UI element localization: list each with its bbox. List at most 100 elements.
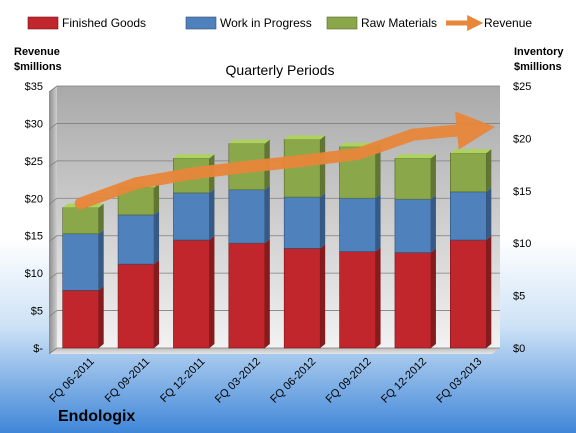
bar-segment-front bbox=[394, 252, 432, 349]
bar-segment bbox=[228, 239, 270, 349]
bar-stack bbox=[173, 154, 215, 349]
bar-segment-top bbox=[173, 154, 215, 159]
bar-stack bbox=[228, 139, 270, 349]
left-tick-label: $25 bbox=[25, 156, 43, 168]
bar-segment-side bbox=[430, 195, 436, 253]
gridline-side bbox=[48, 347, 58, 355]
bar-segment bbox=[62, 229, 104, 291]
bar-segment-front bbox=[173, 192, 210, 241]
left-tick-label: $20 bbox=[25, 193, 43, 205]
bar-segment-side bbox=[154, 210, 160, 265]
bars bbox=[62, 135, 492, 349]
gridline-side bbox=[48, 272, 58, 280]
bar-segment-front bbox=[62, 290, 99, 349]
legend-label: Revenue bbox=[484, 16, 532, 30]
bar-segment bbox=[394, 195, 436, 253]
bar-segment bbox=[62, 286, 104, 349]
bar-segment-side bbox=[320, 135, 326, 198]
bar-segment bbox=[394, 154, 436, 200]
left-tick-label: $15 bbox=[25, 231, 43, 243]
chart-title: Quarterly Periods bbox=[226, 62, 335, 78]
bar-segment-top bbox=[228, 139, 270, 144]
bar-segment-side bbox=[430, 154, 436, 200]
bar-segment-front bbox=[450, 191, 487, 241]
bar-segment-front bbox=[394, 158, 432, 200]
bar-segment bbox=[339, 247, 381, 349]
bar-segment-front bbox=[228, 189, 266, 244]
right-tick-label: $15 bbox=[513, 186, 531, 198]
legend-swatch bbox=[27, 16, 59, 30]
bar-segment-side bbox=[320, 193, 326, 249]
bar-segment-side bbox=[375, 247, 381, 348]
bar-segment bbox=[450, 187, 492, 241]
bar-segment bbox=[173, 188, 215, 241]
plot-floor bbox=[49, 348, 500, 354]
x-tick-label: FQ 03-2013 bbox=[434, 356, 484, 406]
gridline-side bbox=[48, 160, 58, 168]
bar-segment-side bbox=[486, 149, 492, 192]
bar-segment-side bbox=[154, 183, 160, 215]
bar-segment-side bbox=[375, 142, 381, 199]
left-axis-label-line1: Revenue bbox=[14, 46, 60, 58]
bar-segment-front bbox=[394, 198, 432, 253]
bar-stack bbox=[283, 135, 326, 349]
bar-segment bbox=[394, 248, 436, 349]
bar-segment bbox=[228, 185, 270, 244]
legend-item: Revenue bbox=[446, 14, 532, 32]
bar-segment-side bbox=[486, 236, 492, 348]
bar-segment-front bbox=[450, 239, 487, 349]
x-tick-label: FQ 12-2012 bbox=[379, 356, 429, 406]
bar-segment-front bbox=[339, 197, 376, 252]
company-name: Endologix bbox=[58, 408, 135, 425]
legend-item: Work in Progress bbox=[185, 16, 312, 30]
bar-segment bbox=[450, 236, 492, 349]
revenue-series bbox=[74, 111, 496, 210]
bar-segment-front bbox=[450, 152, 487, 193]
bar-segment-top bbox=[450, 149, 492, 154]
bar-segment-front bbox=[117, 263, 155, 349]
x-tick-label: FQ 09-2011 bbox=[103, 356, 152, 405]
right-tick-label: $25 bbox=[513, 81, 531, 93]
bar-segment-top bbox=[394, 154, 436, 159]
bar-segment-side bbox=[98, 286, 104, 348]
left-tick-label: $- bbox=[33, 343, 43, 355]
bar-segment-front bbox=[62, 207, 99, 235]
left-axis-label-line2: $millions bbox=[14, 61, 62, 73]
bar-segment bbox=[450, 149, 492, 193]
legend-item: Raw Materials bbox=[326, 16, 437, 30]
bar-segment bbox=[283, 244, 326, 349]
bar-segment-side bbox=[98, 203, 104, 234]
bar-segment bbox=[339, 194, 381, 252]
x-tick-label: FQ 06-2012 bbox=[268, 356, 318, 406]
right-tick-label: $10 bbox=[513, 238, 531, 250]
left-tick-label: $5 bbox=[31, 306, 43, 318]
bar-segment-front bbox=[339, 251, 376, 349]
plot-side-wall bbox=[49, 86, 57, 354]
right-tick-label: $5 bbox=[513, 291, 525, 303]
bar-segment-side bbox=[209, 236, 215, 348]
revenue-line bbox=[74, 111, 496, 210]
left-tick-label: $35 bbox=[25, 81, 43, 93]
right-axis-label-line1: Inventory bbox=[514, 46, 564, 58]
bar-segment-side bbox=[154, 260, 160, 348]
bar-segment-side bbox=[320, 244, 326, 348]
bar-segment-side bbox=[486, 187, 492, 241]
x-axis-ticks: FQ 06-2011 FQ 09-2011 FQ 12-2011 FQ 03-2012… bbox=[47, 356, 484, 406]
bar-stack bbox=[339, 142, 381, 349]
legend-label: Finished Goods bbox=[62, 16, 146, 30]
bar-segment bbox=[117, 260, 160, 349]
legend-label: Raw Materials bbox=[361, 16, 437, 30]
bar-stack bbox=[450, 149, 492, 349]
bar-segment-side bbox=[430, 248, 436, 348]
bar-segment-front bbox=[283, 248, 321, 349]
gridline-side bbox=[48, 85, 58, 93]
legend-item: Finished Goods bbox=[27, 16, 146, 30]
legend: Finished Goods Work in Progress Raw Materi… bbox=[27, 14, 532, 32]
bar-segment-front bbox=[283, 196, 321, 249]
x-tick-label: FQ 12-2011 bbox=[158, 356, 207, 405]
right-axis-label-line2: $millions bbox=[514, 61, 562, 73]
right-tick-label: $20 bbox=[513, 133, 531, 145]
left-axis-ticks: $- $5 $10 $15 $20 $25 $30 $35 bbox=[25, 81, 44, 355]
